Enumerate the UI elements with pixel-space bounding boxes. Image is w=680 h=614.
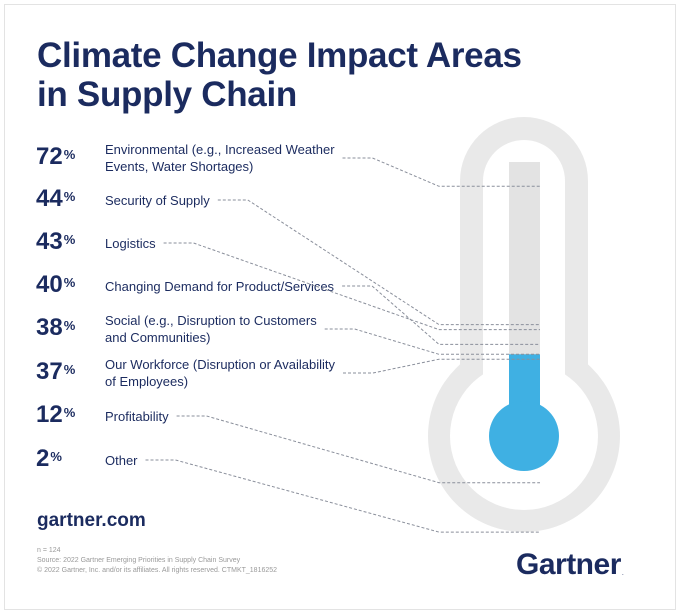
row-label: Logistics [105,235,156,252]
row-label-line: Logistics [105,235,156,251]
logo-text: Gartner [516,548,621,581]
leader-line [145,459,540,533]
logo-mark: . [621,570,624,577]
row-label-line: Profitability [105,408,169,424]
percent-value: 40 [36,271,63,298]
row-label-line: Other [105,452,138,468]
row-percent: 38% [36,316,75,340]
title-line-1: Climate Change Impact Areas [37,36,522,75]
row-percent: 40% [36,273,75,297]
row-percent: 43% [36,230,75,254]
percent-unit: % [63,405,76,420]
chart-title: Climate Change Impact Areas in Supply Ch… [37,36,522,114]
footnote: n = 124 Source: 2022 Gartner Emerging Pr… [37,546,277,576]
row-label: Social (e.g., Disruption to Customers and… [105,312,317,346]
row-percent: 12% [36,403,75,427]
leader-line [324,328,540,355]
row-label-line: Our Workforce (Disruption or Availabilit… [105,357,335,372]
percent-value: 2 [36,445,50,472]
row-percent: 44% [36,187,75,211]
percent-unit: % [63,189,76,204]
row-label: Security of Supply [105,192,210,209]
leader-line [176,415,540,484]
row-label: Our Workforce (Disruption or Availabilit… [105,356,335,390]
row-label-line: and Communities) [105,330,211,345]
percent-unit: % [63,362,76,377]
percent-value: 12 [36,401,63,428]
leader-line [343,358,540,374]
website-link[interactable]: gartner.com [37,510,146,531]
percent-value: 72 [36,143,63,170]
percent-value: 38 [36,314,63,341]
row-label: Other [105,452,138,469]
title-line-2: in Supply Chain [37,75,297,114]
percent-unit: % [63,147,76,162]
percent-unit: % [50,449,62,464]
leader-line [217,199,540,326]
percent-unit: % [63,318,76,333]
row-label-line: Security of Supply [105,192,210,208]
row-label: Profitability [105,408,169,425]
row-label-line: Social (e.g., Disruption to Customers [105,313,317,328]
row-label-line: of Employees) [105,374,189,389]
row-label-line: Events, Water Shortages) [105,159,254,174]
row-label: Changing Demand for Product/Services [105,278,334,295]
row-label-line: Environmental (e.g., Increased Weather [105,142,335,157]
footnote-copyright: © 2022 Gartner, Inc. and/or its affiliat… [37,567,278,574]
percent-value: 37 [36,358,63,385]
row-percent: 2% [36,447,62,471]
row-percent: 37% [36,360,75,384]
leader-line [342,285,540,345]
row-percent: 72% [36,145,75,169]
footnote-sample-size: n = 124 [37,547,61,554]
percent-value: 43 [36,228,63,255]
footnote-source: Source: 2022 Gartner Emerging Priorities… [37,557,241,564]
row-label-line: Changing Demand for Product/Services [105,278,335,294]
percent-unit: % [63,232,76,247]
row-label: Environmental (e.g., Increased Weather Ev… [105,141,335,175]
leader-line [342,157,540,187]
gartner-logo: Gartner. [516,548,624,582]
percent-value: 44 [36,185,63,212]
thermometer-bulb-fill [489,401,559,471]
leader-line [163,242,540,331]
percent-unit: % [63,275,76,290]
